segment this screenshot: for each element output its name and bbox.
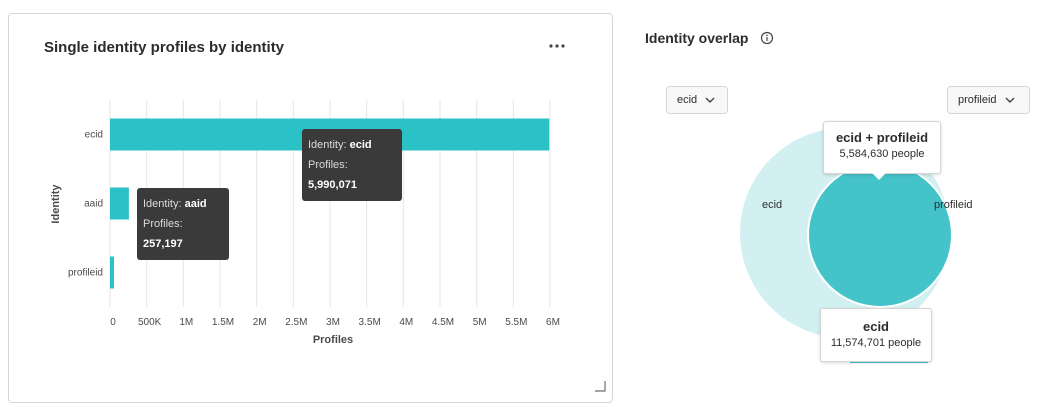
venn-circle-profileid[interactable] — [807, 162, 953, 308]
x-tick-label: 6M — [546, 317, 560, 328]
right-picker-value: profileid — [958, 94, 997, 106]
resize-handle[interactable] — [594, 379, 606, 392]
x-tick-label: 5.5M — [505, 317, 527, 328]
y-tick-label: aaid — [84, 199, 103, 210]
x-tick-label: 1.5M — [212, 317, 234, 328]
bar-profileid[interactable] — [110, 256, 114, 289]
x-tick-label: 4.5M — [432, 317, 454, 328]
info-icon — [760, 31, 774, 45]
bar-aaid[interactable] — [110, 187, 129, 220]
resize-corner-icon — [595, 381, 606, 392]
right-identity-picker[interactable]: profileid — [947, 86, 1030, 114]
left-identity-picker[interactable]: ecid — [666, 86, 728, 114]
x-tick-label: 5M — [473, 317, 487, 328]
callout-pointer — [872, 173, 886, 180]
x-tick-label: 1M — [179, 317, 193, 328]
x-tick-label: 500K — [138, 317, 162, 328]
ecid-callout-title: ecid — [862, 319, 889, 334]
chevron-down-icon — [705, 97, 715, 103]
venn-label-profileid: profileid — [934, 199, 973, 211]
single-identity-card: Single identity profiles by identity — [8, 13, 613, 403]
x-tick-label: 0 — [110, 317, 116, 328]
info-button[interactable] — [760, 31, 774, 45]
overlap-callout-subtitle: 5,584,630 people — [839, 148, 925, 160]
card-title: Single identity profiles by identity — [44, 39, 285, 56]
x-tick-label: 2.5M — [285, 317, 307, 328]
identity-overlap-title: Identity overlap — [645, 30, 749, 46]
x-tick-label: 3M — [326, 317, 340, 328]
chevron-down-icon — [1005, 97, 1015, 103]
x-tick-label: 3.5M — [359, 317, 381, 328]
tooltip-aaid: Identity: aaid Profiles: 257,197 — [137, 188, 229, 260]
x-axis-title: Profiles — [313, 334, 353, 346]
y-tick-label: ecid — [85, 130, 103, 141]
y-axis-title: Identity — [50, 184, 62, 224]
venn-label-ecid: ecid — [762, 199, 783, 211]
left-picker-value: ecid — [677, 94, 698, 106]
ecid-callout: ecid 11,574,701 people — [820, 308, 932, 362]
more-options-button[interactable] — [545, 36, 569, 56]
overlap-callout: ecid + profileid 5,584,630 people — [823, 121, 941, 174]
overlap-callout-title: ecid + profileid — [835, 130, 929, 145]
x-tick-label: 2M — [253, 317, 267, 328]
x-tick-label: 4M — [399, 317, 413, 328]
tooltip-ecid: Identity: ecid Profiles: 5,990,071 — [302, 129, 402, 201]
more-horizontal-icon — [549, 44, 565, 48]
y-tick-label: profileid — [68, 268, 103, 279]
ecid-callout-subtitle: 11,574,701 people — [830, 337, 922, 349]
